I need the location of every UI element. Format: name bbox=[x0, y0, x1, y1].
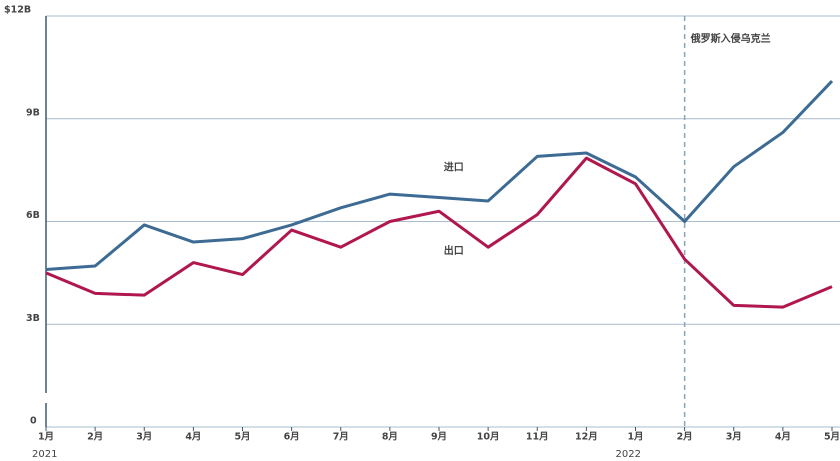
x-tick-label: 6月 bbox=[284, 432, 300, 443]
x-tick-label: 1月 bbox=[627, 432, 643, 443]
x-tick-label: 10月 bbox=[477, 432, 500, 443]
series-line bbox=[45, 156, 833, 309]
x-tick-label: 5月 bbox=[234, 432, 250, 443]
x-tick-label: 8月 bbox=[382, 432, 398, 443]
x-tick-label: 2月 bbox=[87, 432, 103, 443]
annotation-label: 俄罗斯入侵乌克兰 bbox=[690, 32, 771, 45]
y-tick-label: 6B bbox=[26, 210, 40, 221]
series-label: 出口 bbox=[444, 244, 464, 257]
x-tick-label: 4月 bbox=[185, 432, 201, 443]
x-tick-label: 11月 bbox=[526, 432, 549, 443]
y-tick-label: 3B bbox=[26, 313, 40, 324]
x-tick-label: 12月 bbox=[575, 432, 598, 443]
x-tick-label: 4月 bbox=[775, 432, 791, 443]
x-year-label: 2021 bbox=[32, 449, 57, 460]
x-tick-label: 5月 bbox=[824, 432, 840, 443]
x-tick-label: 3月 bbox=[136, 432, 152, 443]
x-tick-label: 1月 bbox=[38, 432, 54, 443]
x-tick-label: 7月 bbox=[333, 432, 349, 443]
x-year-label: 2022 bbox=[616, 449, 641, 460]
series-label: 进口 bbox=[444, 161, 464, 174]
x-tick-label: 3月 bbox=[726, 432, 742, 443]
x-tick-label: 2月 bbox=[677, 432, 693, 443]
x-tick-label: 9月 bbox=[431, 432, 447, 443]
y-tick-label: $12B bbox=[4, 5, 31, 16]
y-tick-label: 0 bbox=[30, 416, 37, 427]
y-tick-label: 9B bbox=[26, 107, 40, 118]
series-line bbox=[45, 80, 834, 271]
